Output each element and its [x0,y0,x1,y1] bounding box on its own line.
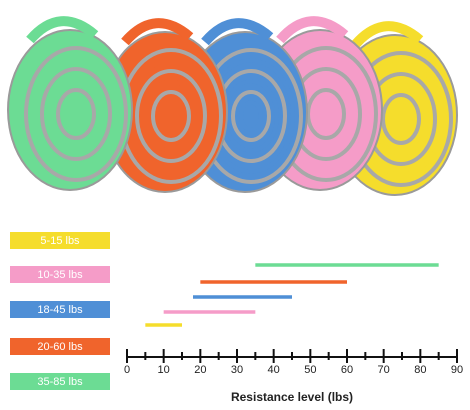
x-tick-label: 30 [231,364,243,376]
legend-swatch [10,373,110,390]
x-tick-label: 90 [451,364,463,376]
product-photo [7,16,458,196]
x-tick-label: 10 [158,364,170,376]
x-tick-label: 70 [378,364,390,376]
band-ring [64,98,88,130]
band-loop [121,18,194,46]
band-ring [306,88,346,140]
x-tick-label: 0 [124,364,130,376]
legend-label: 35-85 lbs [37,376,83,388]
x-tick-label: 50 [304,364,316,376]
band-ring [389,103,413,135]
band-loop [276,16,349,44]
legend-swatch [10,266,110,283]
legend-label: 10-35 lbs [37,269,83,281]
band-ring [40,67,112,161]
legend-label: 18-45 lbs [37,304,83,316]
x-tick-label: 80 [414,364,426,376]
band-ring [314,98,338,130]
legend-label: 5-15 lbs [40,235,80,247]
band-ring [381,93,421,145]
band-ring [32,56,120,172]
band-loop [201,18,274,46]
x-tick-label: 20 [194,364,206,376]
x-tick-label: 40 [268,364,280,376]
band-ring [135,69,207,163]
band-ring [239,100,263,132]
band-loop [351,21,424,49]
x-tick-label: 60 [341,364,353,376]
legend-label: 20-60 lbs [37,341,83,353]
legend-swatch [10,338,110,355]
legend-swatch [10,232,110,249]
x-axis-title: Resistance level (lbs) [231,390,353,404]
band-ring [48,77,104,151]
band-ring [231,90,271,142]
band-ring [159,100,183,132]
band-ring [56,88,96,140]
band-ring [143,79,199,153]
legend-swatch [10,301,110,318]
band-ring [151,90,191,142]
band-loop [26,16,99,44]
band-ring [24,46,128,182]
